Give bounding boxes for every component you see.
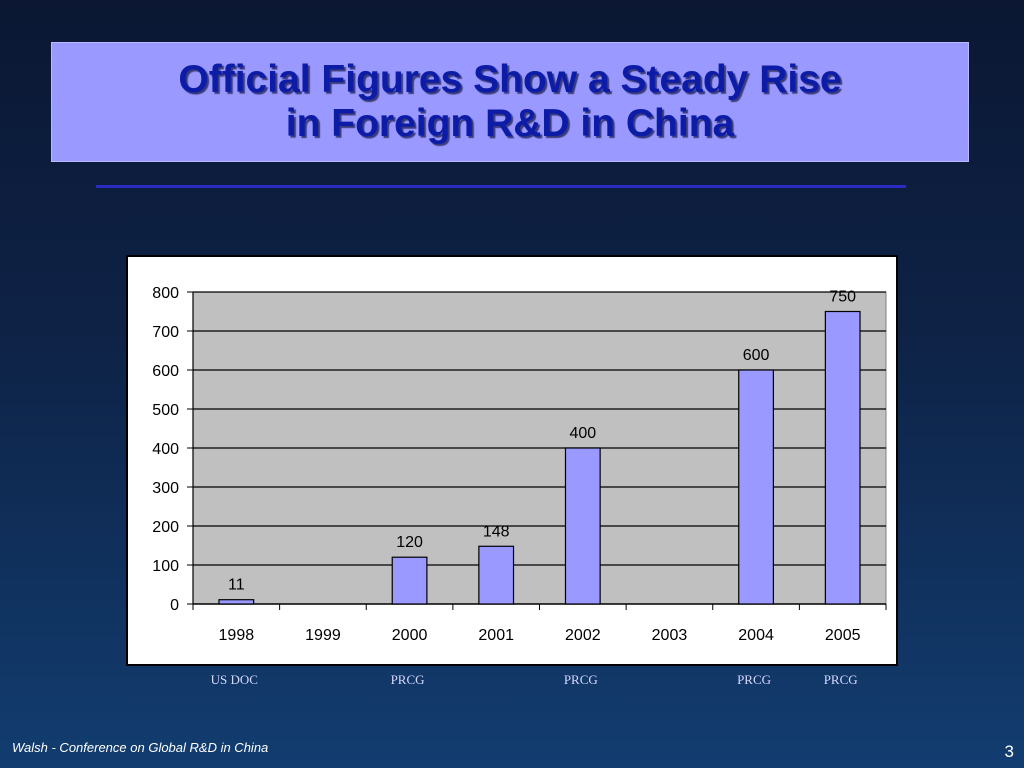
data-label-2002: 400 [569, 425, 596, 442]
x-tick-label: 2004 [738, 627, 774, 644]
data-label-1998: 11 [228, 577, 245, 594]
footer-text: Walsh - Conference on Global R&D in Chin… [12, 740, 269, 755]
y-tick-label: 600 [152, 363, 179, 380]
y-tick-label: 800 [152, 285, 179, 302]
bar-2005 [824, 310, 861, 605]
bar-2001 [478, 545, 515, 605]
data-label-2004: 600 [743, 347, 770, 364]
data-label-2000: 120 [396, 534, 423, 551]
source-label: PRCG [823, 672, 858, 687]
y-tick-label: 500 [152, 402, 179, 419]
x-tick-label: 1998 [219, 627, 255, 644]
x-tick-label: 2002 [565, 627, 601, 644]
x-tick-label: 2005 [825, 627, 861, 644]
x-tick-label: 2003 [652, 627, 688, 644]
bar-2002 [564, 447, 601, 605]
data-label-2001: 148 [483, 523, 510, 540]
source-label: US DOC [210, 672, 258, 687]
title-divider [96, 185, 906, 188]
bar-chart: 0 100 200 300 400 500 600 700 800 11 1998 1999 120 20… [152, 285, 887, 644]
y-tick-label: 200 [152, 519, 179, 536]
x-tick-label: 1999 [305, 627, 341, 644]
bar-1998 [218, 599, 255, 605]
slide-title-line-2: in Foreign R&D in China [285, 102, 735, 145]
y-tick-label: 300 [152, 480, 179, 497]
x-tick-label: 2001 [478, 627, 514, 644]
source-label: PRCG [563, 672, 598, 687]
y-tick-label: 700 [152, 324, 179, 341]
y-tick-label: 0 [170, 597, 179, 614]
y-tick-label: 400 [152, 441, 179, 458]
source-label: PRCG [390, 672, 425, 687]
page-number: 3 [1004, 742, 1014, 761]
title-box: Official Figures Show a Steady Rise in F… [51, 42, 969, 162]
bar-2000 [391, 556, 428, 605]
source-label: PRCG [737, 672, 772, 687]
data-label-2005: 750 [829, 289, 856, 306]
x-tick-label: 2000 [392, 627, 428, 644]
y-tick-label: 100 [152, 558, 179, 575]
bar-2004 [738, 369, 774, 605]
slide-title-line-1: Official Figures Show a Steady Rise [178, 58, 842, 101]
chart-frame: 0 100 200 300 400 500 600 700 800 11 1998 1999 120 20… [126, 255, 898, 666]
